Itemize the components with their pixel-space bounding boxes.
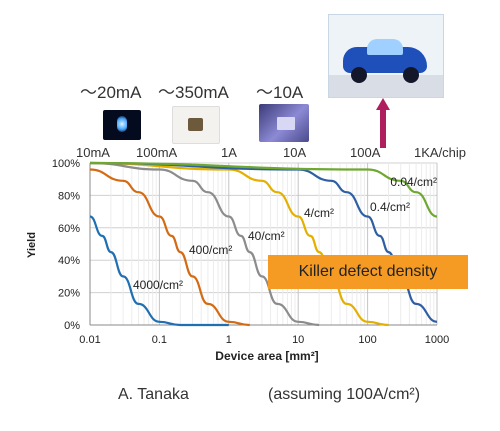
x-tick-label: 1000 [425,334,449,346]
x-tick-label: 10 [292,334,304,346]
chart-grid [89,162,438,326]
scale-label-100ma: 100mA [136,145,178,160]
series-label-2: 40/cm² [248,229,285,243]
current-label-350ma: ～350mA [158,83,229,102]
y-tick-label: 20% [58,288,80,300]
x-tick-label: 0.1 [152,334,167,346]
killer-defect-density-box [268,255,468,289]
series-label-1: 400/cm² [189,243,232,257]
series-label-3: 4/cm² [304,206,334,220]
up-arrow-icon [376,98,390,148]
assumption-note: (assuming 100A/cm²) [268,386,421,403]
series-line-2 [89,161,320,327]
electric-car-photo [328,14,444,98]
author-credit: A. Tanaka [118,386,189,403]
x-tick-label: 1 [226,334,232,346]
chart-series [89,161,438,327]
y-tick-label: 80% [58,190,80,202]
series-label-5: 0.04/cm² [390,175,437,189]
series-label-0: 4000/cm² [133,278,183,292]
y-tick-label: 0% [64,320,80,332]
yield-chart: 0% 20% 40% 60% 80% 100% 0.01 0.1 1 10 100 1000 Yiel… [26,158,449,363]
series-labels: 4000/cm² 400/cm² 40/cm² 4/cm² 0.4/cm² 0.04/cm… [133,175,437,292]
led-10a-photo [259,104,309,142]
y-tick-label: 100% [52,158,80,170]
led-20ma-photo [103,110,141,140]
killer-defect-density-label: Killer defect density [298,263,438,280]
scale-label-100a: 100A [350,145,381,160]
x-axis-label: Device area [mm²] [215,349,318,363]
y-axis-label: Yield [26,232,38,258]
x-tick-label: 100 [358,334,376,346]
series-line-0 [89,215,229,327]
y-tick-label: 40% [58,255,80,267]
series-line-1 [89,168,250,327]
current-label-20ma: ～20mA [80,83,142,102]
current-label-10a: ～10A [256,83,304,102]
y-tick-label: 60% [58,223,80,235]
scale-label-10ma: 10mA [76,145,110,160]
x-tick-label: 0.01 [79,334,100,346]
chart-tick-labels: 0% 20% 40% 60% 80% 100% 0.01 0.1 1 10 100 1000 [52,158,449,346]
series-line-5 [89,161,438,218]
series-label-4: 0.4/cm² [370,200,410,214]
scale-label-1a: 1A [221,145,237,160]
scale-label-1ka-chip: 1KA/chip [414,145,467,160]
led-350ma-photo [172,106,220,144]
scale-label-10a: 10A [283,145,307,160]
series-line-3 [89,161,389,327]
